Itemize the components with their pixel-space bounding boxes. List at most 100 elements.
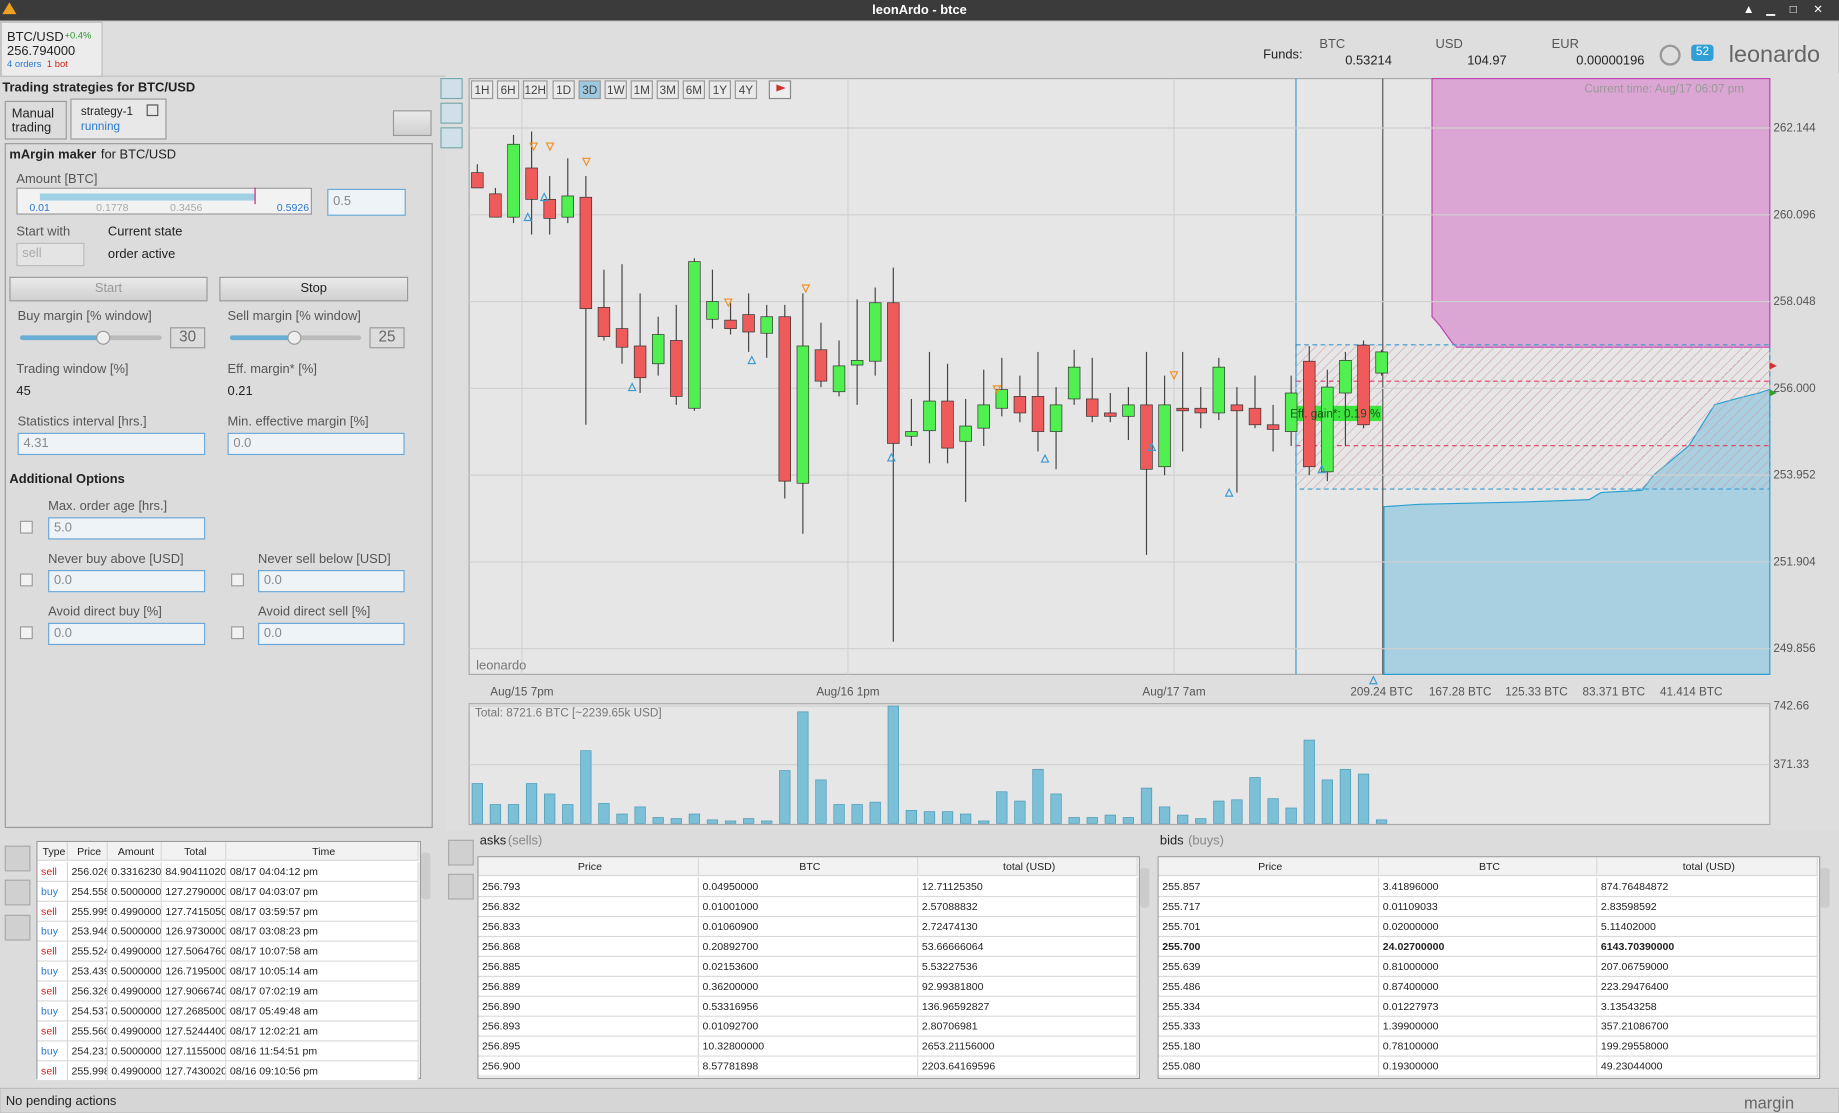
volume-bar [598, 803, 610, 824]
order-marker [1224, 487, 1234, 497]
table-cell: 2.83598592 [1597, 897, 1818, 918]
side-icon[interactable] [4, 845, 31, 872]
tool-icon[interactable] [440, 77, 463, 100]
exchange-icon[interactable] [1659, 44, 1681, 66]
window-control[interactable]: ▁ [1766, 3, 1776, 17]
start-button[interactable]: Start [9, 276, 208, 302]
candle-body [1158, 404, 1171, 468]
timeframe-button[interactable] [734, 80, 758, 100]
bot-pair: for BTC/USD [100, 147, 177, 162]
table-cell: 1.39900000 [1379, 1016, 1598, 1037]
bot-frame [4, 143, 433, 829]
current-time: Current time: Aug/17 06:07 pm [1584, 83, 1744, 96]
tool-icon[interactable] [440, 127, 463, 149]
scrollbar[interactable] [1139, 867, 1150, 908]
volume-bar [1177, 814, 1189, 824]
close-tab[interactable] [146, 104, 159, 117]
checkbox[interactable] [19, 626, 33, 640]
volume-bar [996, 791, 1008, 824]
candle-body [977, 404, 990, 429]
order-marker [1040, 453, 1050, 463]
margin-slider[interactable] [19, 335, 162, 341]
table-cell: sell [37, 941, 69, 962]
side-icon[interactable] [448, 873, 474, 900]
table-header: Price [478, 857, 700, 877]
order-marker [523, 212, 533, 222]
table-cell: 0.50000000 [107, 1041, 162, 1062]
scrollbar[interactable] [421, 852, 431, 900]
table-cell: 255.334 [1158, 996, 1380, 1017]
table-cell: 92.99381800 [918, 976, 1138, 997]
timeframe-button[interactable] [578, 80, 601, 100]
order-marker [545, 142, 555, 152]
timeframe-button[interactable] [604, 80, 627, 100]
table-cell: 2653.21156000 [918, 1036, 1138, 1057]
timeframe-button[interactable] [522, 80, 548, 100]
volume-bar [616, 813, 628, 824]
candle-body [887, 302, 900, 444]
status-bar [0, 1087, 1839, 1113]
candle-body [489, 193, 502, 218]
volume-bar [1339, 768, 1352, 824]
side-icon[interactable] [448, 839, 474, 866]
window-control[interactable]: □ [1789, 3, 1797, 17]
volume-bar [580, 750, 592, 824]
table-cell: 256.889 [478, 976, 700, 997]
timeframe-button[interactable] [682, 80, 705, 100]
timeframe-button[interactable] [708, 80, 732, 100]
volume-bar [688, 813, 700, 824]
table-cell: 0.50000000 [107, 881, 162, 902]
candle-body [1266, 424, 1280, 430]
slider-knob[interactable] [287, 330, 302, 345]
table-cell: 126.71950000 [161, 961, 227, 982]
checkbox[interactable] [231, 573, 244, 587]
timeframe-button[interactable] [470, 80, 494, 100]
candle-body [1122, 404, 1135, 417]
slider-knob[interactable] [96, 330, 111, 345]
table-cell: sell [37, 981, 69, 1002]
y-tick-label: 371.33 [1773, 758, 1809, 771]
scrollbar[interactable] [1820, 867, 1830, 908]
table-cell: 256.893 [478, 1016, 700, 1037]
field-label: Trading window [%] [16, 362, 129, 377]
table-cell: 12.71125350 [918, 877, 1138, 898]
table-cell: 49.23044000 [1597, 1056, 1818, 1077]
window-control[interactable]: ✕ [1813, 3, 1824, 17]
stop-button[interactable]: Stop [219, 276, 409, 302]
side-icon[interactable] [4, 879, 31, 906]
timeframe-button[interactable] [552, 80, 575, 100]
table-header: BTC [699, 857, 919, 877]
table-cell: 08/17 05:49:48 am [226, 1001, 419, 1022]
table-cell: 256.868 [478, 937, 700, 958]
ask-marker [1769, 362, 1777, 370]
table-cell: 0.01001000 [699, 897, 919, 918]
slider-tick-label: 0.01 [29, 201, 50, 214]
volume-bar [562, 804, 574, 824]
timeframe-button[interactable] [630, 80, 653, 100]
checkbox[interactable] [231, 626, 244, 640]
timeframe-button[interactable] [656, 80, 679, 100]
field-label: Eff. margin* [%] [227, 362, 317, 377]
checkbox[interactable] [19, 520, 33, 534]
slider-tick-label: 0.3456 [170, 201, 203, 214]
window-control[interactable]: ▲ [1742, 3, 1755, 17]
candle-body [760, 316, 773, 334]
table-cell: 0.87400000 [1379, 976, 1598, 997]
add-strategy[interactable] [392, 110, 432, 137]
order-marker [1147, 442, 1157, 451]
side-icon[interactable] [4, 914, 31, 941]
book-subtitle: (buys) [1188, 833, 1224, 848]
candle-body [1375, 351, 1388, 374]
tab[interactable] [4, 100, 67, 140]
timeframe-button[interactable] [496, 80, 520, 100]
depth-label: 83.371 BTC [1583, 685, 1646, 698]
table-cell: 255.180 [1158, 1036, 1380, 1057]
table-cell: 0.02153600 [699, 957, 919, 977]
tool-icon[interactable] [440, 102, 463, 124]
candle-body [1176, 407, 1189, 412]
ticker-box[interactable] [0, 21, 103, 77]
checkbox[interactable] [19, 573, 33, 587]
table-cell: 127.50647600 [161, 941, 227, 962]
volume-bar [634, 806, 646, 824]
amount-slider[interactable] [16, 187, 312, 215]
